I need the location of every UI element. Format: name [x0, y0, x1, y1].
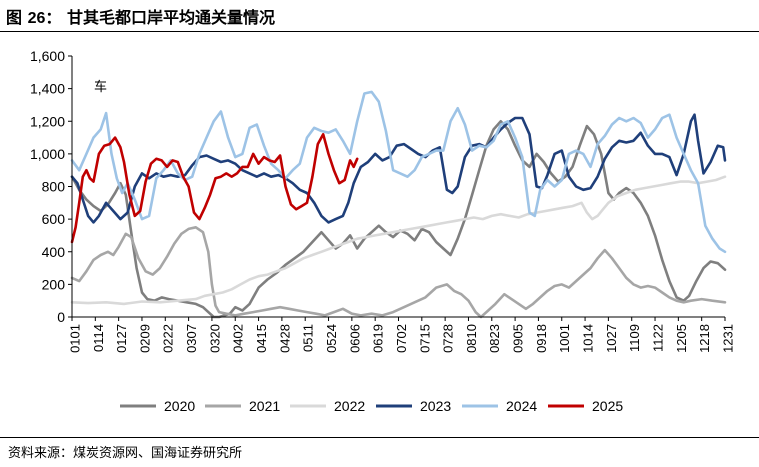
x-tick-label: 0918 [534, 324, 549, 353]
x-tick-label: 0209 [137, 324, 152, 353]
figure-title-text: 甘其毛都口岸平均通关量情况 [66, 8, 275, 27]
x-tick-label: 1122 [650, 324, 665, 352]
source-note: 资料来源：煤炭资源网、国海证券研究所 [8, 446, 243, 461]
x-tick-label: 1231 [720, 324, 735, 353]
series-line-2022 [70, 175, 727, 306]
series-line-2021 [70, 226, 727, 319]
y-tick-label: 600 [42, 211, 66, 227]
x-tick-label: 0702 [394, 324, 409, 353]
figure-title: 图 26： 甘其毛都口岸平均通关量情况 [6, 4, 275, 28]
series-line-2020 [70, 120, 727, 319]
y-tick-label: 1,400 [30, 81, 65, 97]
x-tick-label: 1027 [604, 324, 619, 353]
series-line-2025 [70, 133, 359, 244]
x-tick-label: 0114 [91, 324, 106, 352]
y-tick-label: 1,200 [30, 113, 65, 129]
x-tick-label: 0101 [67, 324, 82, 353]
legend-label-2020: 2020 [164, 398, 195, 414]
x-tick-label: 0222 [161, 324, 176, 353]
y-tick-label: 200 [42, 276, 66, 292]
plot-series-group [70, 90, 727, 319]
x-tick-label: 1218 [697, 324, 712, 353]
legend-label-2021: 2021 [249, 398, 280, 414]
source-rule [0, 437, 759, 438]
x-tick-label: 0307 [184, 324, 199, 353]
unit-label: 车 [94, 79, 107, 95]
x-tick-label: 0511 [301, 324, 316, 352]
x-tick-label: 0606 [347, 324, 362, 353]
x-tick-label: 0905 [511, 324, 526, 353]
axes-group: 0 200 400 600 800 1,000 1,200 1,400 1,600 0101 011… [30, 48, 735, 353]
line-chart: 0 200 400 600 800 1,000 1,200 1,400 1,600 0101 011… [30, 48, 735, 414]
y-tick-label: 400 [42, 244, 66, 260]
x-tick-label: 1001 [557, 324, 572, 353]
series-line-2024 [70, 90, 727, 254]
y-tick-label: 800 [42, 179, 66, 195]
y-tick-label: 0 [57, 309, 65, 325]
figure-number: 26： [27, 10, 62, 27]
figure-label: 图 [6, 8, 23, 27]
y-tick-label: 1,000 [30, 146, 65, 162]
x-tick-label: 1109 [627, 324, 642, 352]
y-tick-label: 1,600 [30, 48, 65, 64]
x-tick-label: 0402 [231, 324, 246, 353]
legend-label-2022: 2022 [334, 398, 365, 414]
series-line-2023 [70, 113, 727, 224]
legend: 2020 2021 2022 2023 2024 2025 [120, 398, 623, 414]
x-tick-label: 0415 [254, 324, 269, 353]
x-tick-label: 0127 [114, 324, 129, 353]
title-rule [0, 31, 759, 32]
x-tick-label: 0715 [417, 324, 432, 353]
legend-label-2025: 2025 [592, 398, 623, 414]
x-tick-label: 0524 [324, 324, 339, 353]
x-tick-label: 0810 [464, 324, 479, 353]
x-tick-label: 0320 [207, 324, 222, 353]
x-tick-label: 0728 [441, 324, 456, 353]
x-tick-label: 1205 [674, 324, 689, 353]
x-tick-label: 0428 [277, 324, 292, 353]
legend-label-2023: 2023 [420, 398, 451, 414]
x-tick-label: 0619 [371, 324, 386, 353]
legend-label-2024: 2024 [506, 398, 537, 414]
x-tick-label: 1014 [581, 324, 596, 353]
x-tick-label: 0823 [487, 324, 502, 353]
